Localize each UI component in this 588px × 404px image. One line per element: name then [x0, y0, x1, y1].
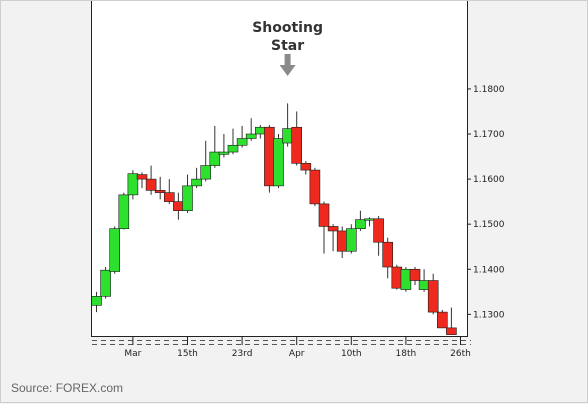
candle-body-down	[391, 266, 403, 289]
candle-body-down	[336, 230, 348, 252]
candle-36	[409, 267, 421, 286]
candle-body-up	[345, 228, 357, 252]
candle-35	[400, 267, 412, 292]
candle-17	[236, 125, 248, 148]
candle-body-down	[145, 178, 157, 191]
candle-body-down	[373, 218, 384, 243]
candle-body-up	[418, 280, 430, 290]
candle-24	[300, 161, 312, 175]
x-axis-ruler	[92, 340, 471, 345]
candle-8	[154, 176, 166, 200]
x-tick-label: 26th	[450, 349, 471, 359]
candle-body-down	[309, 169, 321, 205]
candle-body-up	[200, 165, 211, 180]
candle-25	[309, 167, 321, 207]
y-tick-label: 1.1700	[473, 130, 505, 140]
y-tick-label: 1.1800	[473, 85, 505, 95]
x-tick-label: Mar	[124, 349, 141, 359]
candle-20	[264, 124, 275, 193]
candle-18	[245, 118, 257, 141]
candle-body-down	[154, 190, 166, 193]
candle-body-up	[273, 138, 284, 187]
x-tick-label: Apr	[289, 349, 305, 359]
candle-body-up	[355, 219, 366, 229]
candle-30	[355, 210, 366, 231]
candle-21	[273, 134, 284, 189]
candle-body-down	[318, 203, 330, 227]
y-tick-label: 1.1300	[473, 310, 505, 320]
candle-body-up	[100, 269, 111, 297]
candle-11	[182, 174, 193, 213]
candle-27	[327, 224, 339, 252]
shooting-star-annotation: Shooting Star	[252, 20, 323, 76]
y-tick-label: 1.1600	[473, 175, 505, 185]
candle-32	[373, 216, 384, 256]
candle-14	[209, 125, 221, 168]
candle-body-up	[400, 268, 412, 290]
candle-body-up	[182, 185, 193, 211]
candle-body-down	[136, 174, 148, 180]
y-axis-ticks: 1.1800 1.1700 1.1600 1.1500 1.1400 1.1300	[467, 85, 505, 320]
candle-body-up	[218, 151, 230, 155]
candle-13	[200, 140, 211, 182]
y-tick-label: 1.1500	[473, 220, 505, 230]
candle-body-up	[245, 133, 257, 139]
candle-39	[436, 309, 448, 329]
candles-layer	[91, 103, 457, 335]
annotation-line-1: Shooting	[252, 20, 323, 36]
candle-body-up	[191, 178, 202, 187]
candle-34	[391, 264, 403, 290]
annotation-line-2: Star	[271, 38, 304, 54]
candle-15	[218, 134, 230, 158]
candle-4	[118, 192, 130, 230]
candle-body-down	[164, 192, 175, 202]
candle-40	[446, 307, 457, 335]
candle-6	[136, 172, 148, 189]
candle-body-down	[446, 327, 457, 335]
candle-9	[164, 179, 175, 204]
x-tick-label: 10th	[341, 349, 362, 359]
candle-body-down	[382, 241, 394, 268]
candle-2	[100, 267, 111, 299]
candle-16	[227, 128, 239, 155]
candle-body-up	[91, 296, 102, 306]
x-tick-label: 18th	[396, 349, 417, 359]
candle-body-up	[109, 228, 120, 272]
candle-body-down	[427, 280, 439, 313]
x-tick-label: 15th	[177, 349, 198, 359]
candle-26	[318, 201, 330, 254]
candle-body-up	[255, 126, 266, 135]
y-tick-label: 1.1400	[473, 265, 505, 275]
source-label: Source: FOREX.com	[11, 381, 124, 395]
candle-7	[145, 165, 157, 195]
candle-body-up	[227, 144, 239, 153]
candle-3	[109, 226, 120, 274]
x-axis-ticks: Mar 15th 23rd Apr 10th 18th 26th	[124, 336, 471, 359]
down-arrow-icon	[279, 54, 296, 76]
candle-body-up	[364, 218, 375, 221]
candle-33	[382, 237, 394, 279]
candle-body-down	[291, 126, 303, 164]
candle-5	[127, 170, 139, 200]
candle-body-down	[173, 201, 184, 211]
candle-body-down	[409, 268, 421, 281]
candle-body-down	[327, 226, 339, 232]
candle-body-down	[264, 126, 275, 187]
x-tick-label: 23rd	[232, 349, 253, 359]
candle-body-up	[127, 173, 139, 196]
candle-23	[291, 111, 303, 166]
candle-body-up	[282, 128, 293, 144]
candle-body-up	[118, 194, 130, 229]
candle-body-down	[300, 163, 312, 171]
candle-body-up	[209, 151, 221, 166]
candle-12	[191, 167, 202, 189]
candle-29	[345, 224, 357, 254]
candle-body-up	[236, 138, 248, 146]
candle-body-down	[436, 311, 448, 329]
candle-38	[427, 273, 439, 315]
